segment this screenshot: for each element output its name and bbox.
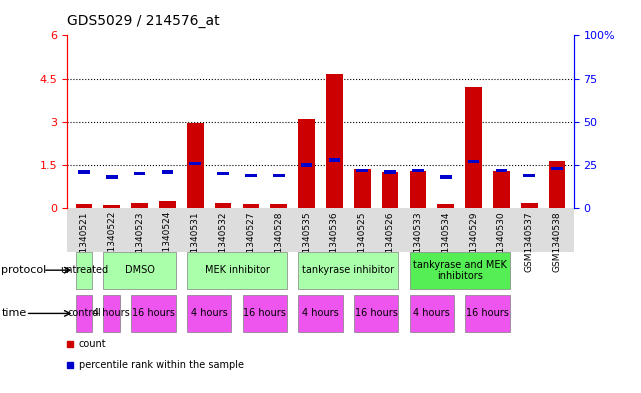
Text: count: count: [79, 339, 106, 349]
Bar: [354, 169, 370, 208]
Bar: [242, 204, 260, 208]
Bar: [103, 206, 120, 208]
Bar: [215, 202, 231, 208]
Text: 16 hours: 16 hours: [132, 309, 175, 318]
Bar: [162, 170, 173, 174]
Bar: [551, 167, 563, 170]
Bar: [384, 170, 396, 174]
Text: 16 hours: 16 hours: [244, 309, 287, 318]
Bar: [356, 169, 368, 172]
Bar: [521, 202, 538, 208]
Bar: [495, 169, 507, 172]
Bar: [523, 174, 535, 177]
Bar: [273, 174, 285, 177]
Bar: [493, 171, 510, 208]
Bar: [159, 201, 176, 208]
Bar: [271, 204, 287, 208]
Text: 4 hours: 4 hours: [413, 309, 450, 318]
Bar: [440, 175, 451, 179]
Bar: [76, 204, 92, 208]
Bar: [298, 119, 315, 208]
Bar: [465, 87, 482, 208]
Bar: [381, 172, 399, 208]
Text: GDS5029 / 214576_at: GDS5029 / 214576_at: [67, 13, 220, 28]
Text: untreated: untreated: [60, 265, 108, 275]
Bar: [301, 163, 312, 167]
Bar: [549, 161, 565, 208]
Text: DMSO: DMSO: [125, 265, 154, 275]
Bar: [468, 160, 479, 163]
Bar: [187, 123, 204, 208]
Text: tankyrase and MEK
inhibitors: tankyrase and MEK inhibitors: [413, 260, 506, 281]
Bar: [134, 172, 146, 175]
Bar: [245, 174, 257, 177]
Text: time: time: [1, 309, 26, 318]
Bar: [190, 162, 201, 165]
Bar: [326, 74, 343, 208]
Bar: [106, 175, 118, 179]
Bar: [437, 204, 454, 208]
Text: 4 hours: 4 hours: [302, 309, 339, 318]
Bar: [410, 171, 426, 208]
Text: percentile rank within the sample: percentile rank within the sample: [79, 360, 244, 371]
Bar: [329, 158, 340, 162]
Bar: [78, 170, 90, 174]
Text: 4 hours: 4 hours: [191, 309, 228, 318]
Bar: [217, 172, 229, 175]
Text: protocol: protocol: [1, 265, 47, 275]
Text: 4 hours: 4 hours: [94, 309, 130, 318]
Bar: [131, 202, 148, 208]
Bar: [412, 169, 424, 172]
Text: control: control: [67, 309, 101, 318]
Text: 16 hours: 16 hours: [354, 309, 397, 318]
Text: 16 hours: 16 hours: [466, 309, 509, 318]
Text: tankyrase inhibitor: tankyrase inhibitor: [303, 265, 394, 275]
Text: MEK inhibitor: MEK inhibitor: [204, 265, 269, 275]
